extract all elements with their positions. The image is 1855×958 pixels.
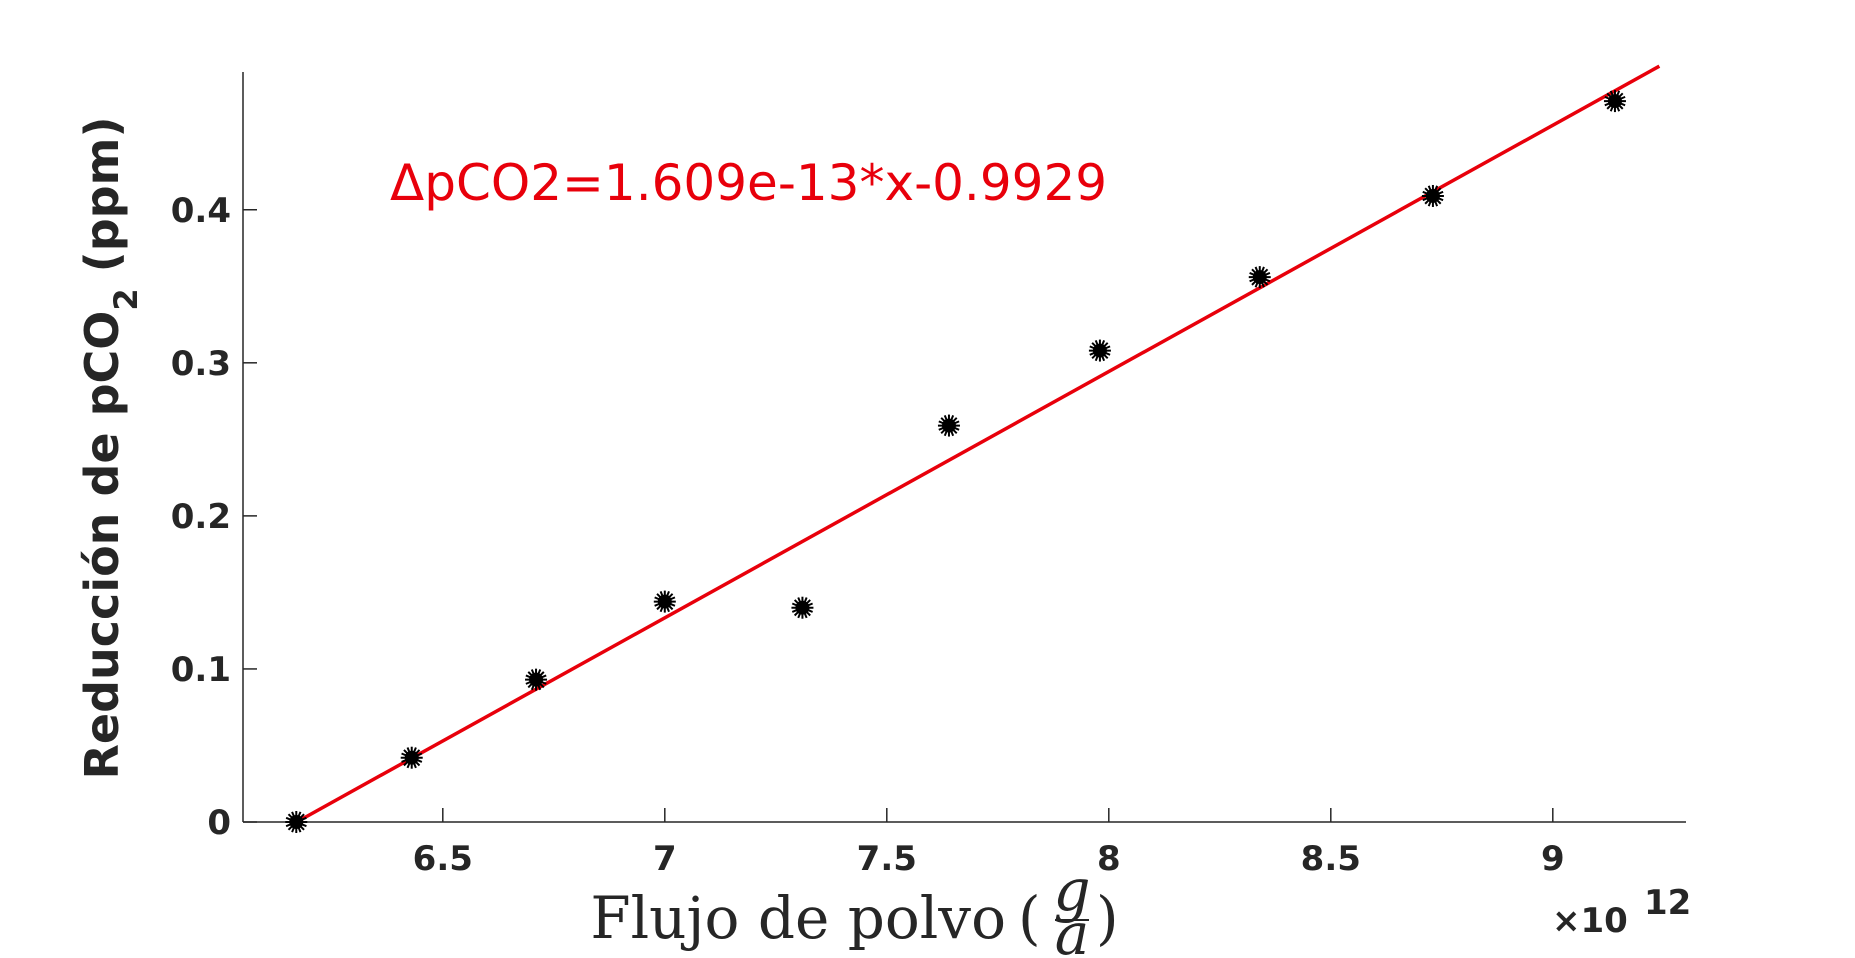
x-tick-label: 7.5 bbox=[857, 839, 917, 879]
data-point bbox=[791, 596, 814, 619]
x-tick-label: 9 bbox=[1541, 839, 1565, 879]
x-exponent-base: ×10 bbox=[1552, 901, 1628, 941]
x-axis-label: Flujo de polvo ( g a ) bbox=[590, 856, 1118, 958]
data-point bbox=[400, 746, 423, 769]
y-axis-label: Reducción de pCO2 (ppm) bbox=[75, 116, 145, 779]
data-point bbox=[525, 668, 548, 691]
y-tick-label: 0.2 bbox=[171, 497, 231, 537]
y-tick-label: 0.3 bbox=[171, 344, 231, 384]
y-axis-label-space bbox=[75, 272, 129, 288]
data-point bbox=[285, 811, 308, 833]
y-tick-label: 0 bbox=[207, 803, 231, 843]
points-layer bbox=[285, 90, 1626, 833]
data-point bbox=[1088, 339, 1111, 362]
x-tick-label: 8 bbox=[1097, 839, 1121, 879]
y-axis-label-sub: 2 bbox=[107, 288, 145, 310]
x-axis-label-open-paren: ( bbox=[1018, 884, 1041, 952]
data-point bbox=[1248, 266, 1271, 289]
x-tick-label: 6.5 bbox=[413, 839, 473, 879]
data-point bbox=[653, 590, 676, 613]
fit-equation: ΔpCO2=1.609e-13*x-0.9929 bbox=[390, 154, 1107, 212]
x-axis-label-close-paren: ) bbox=[1096, 884, 1119, 952]
y-tick-label: 0.4 bbox=[171, 191, 231, 231]
x-ticks: 6.5 7 7.5 8 8.5 9 bbox=[413, 808, 1565, 879]
axes bbox=[242, 72, 1686, 823]
x-tick-label: 8.5 bbox=[1301, 839, 1361, 879]
x-axis-label-frac-den: a bbox=[1055, 900, 1090, 958]
x-axis-label-frac-num: g bbox=[1053, 856, 1090, 924]
data-point bbox=[937, 414, 960, 437]
y-axis-label-unit: (ppm) bbox=[75, 116, 129, 272]
x-axis-label-main: Flujo de polvo bbox=[590, 884, 1006, 952]
data-point bbox=[1603, 90, 1626, 113]
y-tick-label: 0.1 bbox=[171, 650, 231, 690]
x-tick-label: 7 bbox=[653, 839, 677, 879]
x-exponent-power: 12 bbox=[1644, 883, 1691, 923]
y-axis-label-main: Reducción de pCO bbox=[75, 311, 129, 780]
x-exponent: ×10 12 bbox=[1552, 883, 1691, 941]
y-ticks: 0 0.1 0.2 0.3 0.4 bbox=[171, 191, 257, 843]
data-point bbox=[1421, 184, 1444, 207]
